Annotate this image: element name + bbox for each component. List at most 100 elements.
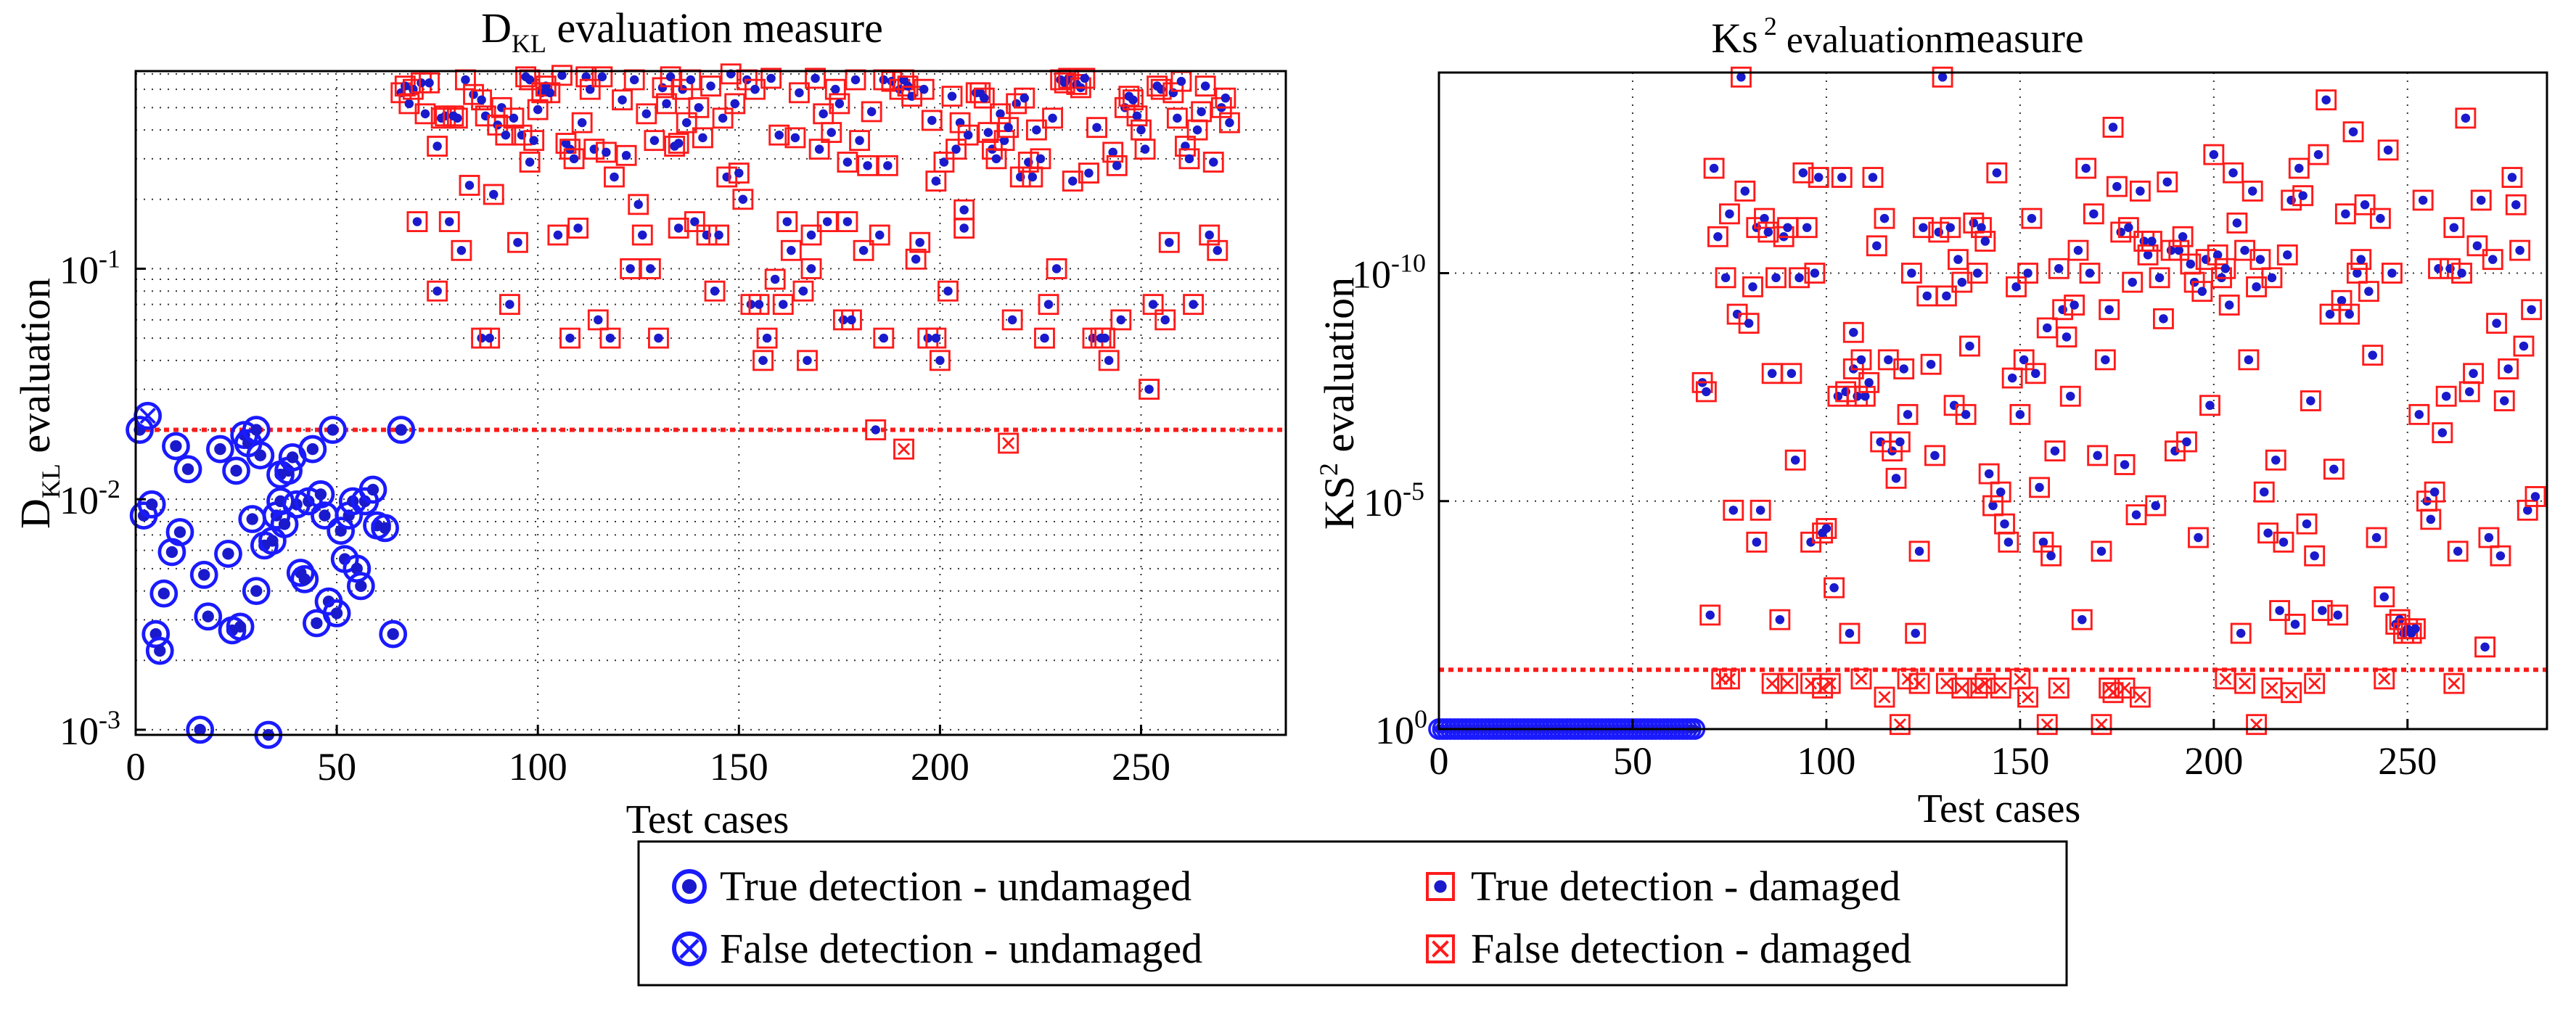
data-point (708, 224, 730, 246)
data-point (2273, 531, 2294, 553)
data-point (1183, 294, 1204, 316)
data-point (792, 280, 814, 302)
data-point (760, 67, 782, 89)
data-point (1218, 112, 1240, 133)
data-point (2342, 121, 2364, 143)
ks2-chart: Ks 2 evaluationmeasure 0 50 100 150 200 250 10… (1314, 12, 2548, 831)
ks2-chart-title: Ks 2 evaluationmeasure (1711, 12, 2083, 62)
data-point (1699, 604, 1721, 626)
data-point (2369, 207, 2391, 229)
data-point (756, 327, 778, 349)
data-point (752, 350, 774, 371)
data-point (591, 66, 613, 88)
x-tick-label: 50 (317, 745, 356, 789)
data-point (692, 127, 713, 149)
data-point (2102, 116, 2124, 138)
data-point (162, 432, 190, 461)
data-point (1707, 226, 1728, 247)
data-point (1765, 267, 1787, 289)
data-point (2358, 281, 2379, 303)
data-point (571, 112, 593, 133)
data-point (1715, 267, 1736, 289)
data-point (2482, 249, 2503, 271)
data-point (2017, 686, 2038, 708)
data-point (2129, 180, 2151, 202)
data-point (2424, 481, 2445, 503)
data-point (2172, 226, 2194, 247)
data-point (1893, 358, 1915, 379)
x-tick-label: 150 (710, 745, 768, 789)
data-point (1754, 207, 1775, 229)
data-point (772, 294, 794, 316)
data-point (2203, 144, 2225, 165)
data-point (1850, 349, 1872, 371)
data-point (1796, 217, 1818, 239)
data-point (186, 715, 215, 744)
data-point (559, 327, 581, 349)
data-point (1789, 267, 1810, 289)
data-point (1940, 217, 1961, 239)
legend-label: True detection - undamaged (720, 863, 1191, 910)
data-point (2122, 271, 2144, 293)
data-point (2490, 545, 2511, 567)
data-point (2377, 139, 2399, 161)
data-point (1742, 276, 1763, 297)
data-point (656, 93, 677, 115)
data-point (567, 218, 589, 239)
data-point (2405, 618, 2426, 640)
data-point (1936, 285, 1957, 307)
legend-marker (1426, 934, 1455, 963)
data-point (1750, 499, 1771, 521)
data-point (2106, 176, 2128, 197)
data-point (2292, 185, 2314, 207)
data-point (1998, 531, 2019, 553)
dkl-x-axis-label: Test cases (626, 797, 789, 842)
data-point (270, 510, 299, 538)
data-point (1889, 431, 1911, 453)
data-point (1158, 231, 1180, 253)
data-point (628, 194, 649, 215)
data-point (1062, 170, 1083, 192)
data-point (724, 93, 746, 115)
data-point (523, 130, 545, 152)
data-point (387, 416, 416, 444)
data-point (319, 416, 347, 444)
data-point (973, 87, 995, 109)
data-point (2048, 678, 2070, 699)
dkl-series-markers (126, 63, 1240, 749)
data-point (1777, 672, 1798, 694)
data-point (459, 175, 480, 196)
data-point (1858, 371, 1880, 393)
data-point (2071, 609, 2093, 630)
data-point (298, 435, 327, 464)
data-point (226, 612, 255, 641)
data-point (547, 224, 569, 246)
data-point (620, 258, 641, 279)
data-point (1816, 518, 1837, 539)
data-point (2075, 157, 2097, 179)
data-point (1731, 66, 1752, 88)
data-point (189, 560, 218, 589)
data-point (2323, 458, 2345, 480)
data-point (824, 78, 846, 100)
ks2-grid (1439, 73, 2547, 729)
ks2-x-axis-label: Test cases (1918, 786, 2081, 831)
data-point (427, 280, 448, 302)
data-point (419, 72, 440, 94)
data-point (507, 231, 528, 253)
data-point (768, 124, 790, 146)
legend-item: False detection - damaged (1426, 925, 1911, 972)
data-point (2044, 440, 2066, 462)
ks2-y-ticks: 100 10-5 10-10 (1352, 249, 1449, 752)
data-point (1831, 167, 1853, 188)
data-point (2091, 540, 2112, 562)
data-point (993, 130, 1015, 152)
data-point (1134, 139, 1156, 160)
data-point (2009, 403, 2031, 425)
ks2-plot-frame (1437, 71, 2548, 731)
data-point (728, 163, 750, 184)
data-point (1178, 148, 1200, 170)
data-point (499, 294, 520, 316)
data-point (797, 350, 818, 371)
